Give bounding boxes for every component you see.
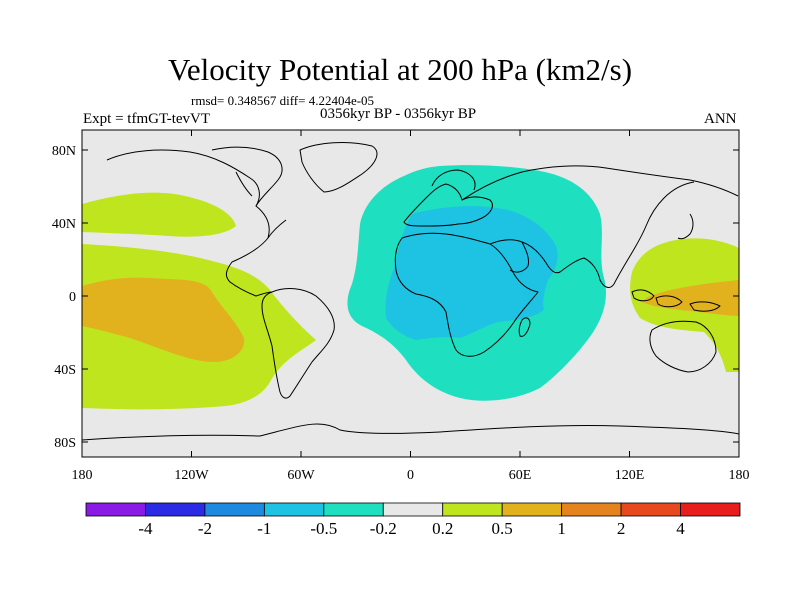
lat-ticks	[82, 149, 739, 443]
lon-label-0: 0	[407, 468, 414, 483]
lon-label-60w: 60W	[287, 468, 315, 483]
lat-label-80s: 80S	[54, 436, 76, 451]
colorbar-labels: -4 -2 -1 -0.5 -0.2 0.2 0.5 1 2 4	[138, 519, 685, 538]
lon-ticks	[81, 130, 740, 457]
lat-label-40s: 40S	[54, 363, 76, 378]
lon-label-120w: 120W	[174, 468, 209, 483]
contour-fills	[82, 142, 739, 441]
colorbar	[85, 502, 741, 517]
period-label: 0356kyr BP - 0356kyr BP	[320, 106, 477, 122]
colorbar-label: -0.5	[310, 519, 337, 538]
colorbar-box	[145, 502, 206, 517]
colorbar-label: -4	[138, 519, 153, 538]
lat-label-40n: 40N	[52, 217, 76, 232]
colorbar-label: 0.5	[492, 519, 513, 538]
lat-label-80n: 80N	[52, 144, 76, 159]
stats-line: rmsd= 0.348567 diff= 4.22404e-05	[191, 93, 375, 108]
colorbar-box	[382, 502, 444, 517]
colorbar-label: 2	[617, 519, 626, 538]
colorbar-box	[85, 502, 146, 517]
coastlines	[82, 142, 739, 441]
lon-label-120e: 120E	[615, 468, 645, 483]
lon-label-180e: 180	[729, 468, 750, 483]
contour-pacific-core	[82, 277, 245, 362]
colorbar-label: 1	[557, 519, 566, 538]
lat-label-0: 0	[69, 290, 76, 305]
colorbar-box	[501, 502, 563, 517]
colorbar-label: -0.2	[370, 519, 397, 538]
season-label: ANN	[704, 111, 737, 127]
lon-label-180w: 180	[72, 468, 93, 483]
colorbar-label: 4	[676, 519, 685, 538]
experiment-label: Expt = tfmGT-tevVT	[83, 111, 211, 127]
colorbar-box	[442, 502, 503, 517]
map-title: Velocity Potential at 200 hPa (km2/s)	[167, 52, 633, 87]
colorbar-box	[680, 502, 741, 517]
colorbar-label: 0.2	[432, 519, 453, 538]
colorbar-box	[263, 502, 325, 517]
colorbar-box	[323, 502, 384, 517]
colorbar-box	[620, 502, 681, 517]
lon-label-60e: 60E	[509, 468, 532, 483]
colorbar-box	[204, 502, 265, 517]
colorbar-label: -2	[198, 519, 212, 538]
colorbar-label: -1	[257, 519, 271, 538]
colorbar-box	[561, 502, 622, 517]
